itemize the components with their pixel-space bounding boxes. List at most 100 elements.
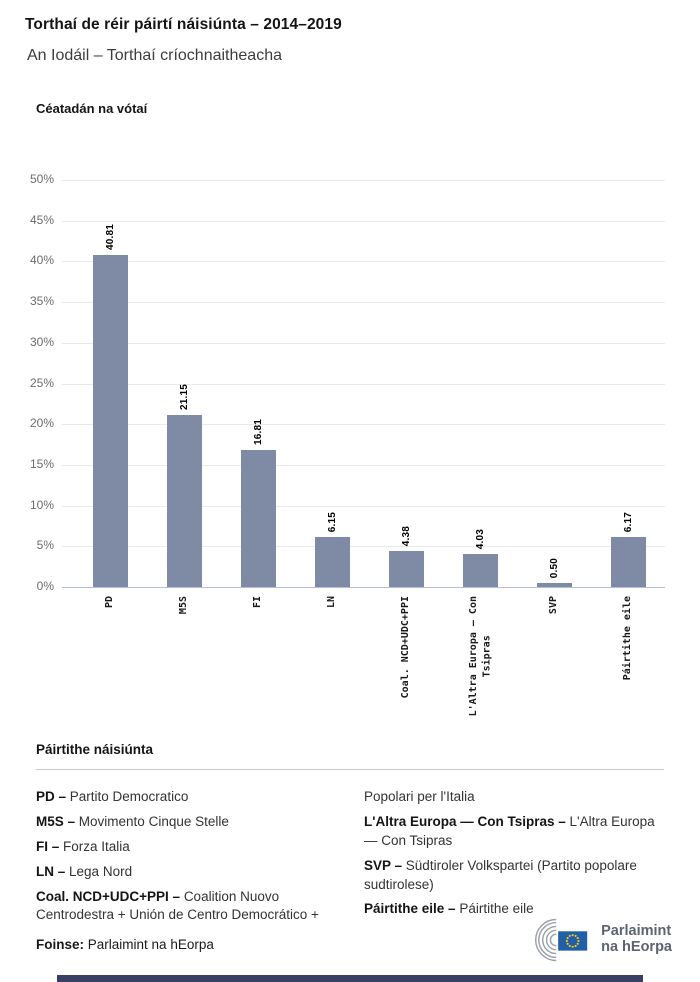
legend-item-abbr: M5S –: [36, 813, 76, 829]
y-axis-tick-label: 40%: [29, 253, 54, 268]
gridline: [62, 261, 665, 263]
gridline: [62, 383, 665, 385]
bar-value-text: 21.15: [178, 383, 190, 410]
legend-item-fullname: Coalition Nuovo Centrodestra + Unión de …: [36, 888, 319, 923]
bar-value-label: 6.17: [608, 512, 648, 532]
bar: [314, 536, 350, 587]
x-axis-category-label: M5S: [144, 596, 224, 614]
x-axis-category-text: M5S: [178, 596, 190, 615]
bar: [240, 450, 276, 587]
source-text: Parlaimint na hEorpa: [87, 937, 214, 952]
bar-value-label: 21.15: [164, 384, 204, 410]
page-title: Torthaí de réir páirtí náisiúnta – 2014–…: [25, 16, 342, 33]
source-line: Foinse: Parlaimint na hEorpa: [36, 937, 214, 962]
legend-item-fullname: Südtiroler Volkspartei (Partito popolare…: [364, 857, 637, 892]
gridline: [62, 587, 665, 588]
bar-value-label: 6.15: [312, 512, 352, 532]
x-axis-category-text: FI: [252, 596, 264, 609]
legend-item-abbr: SVP –: [364, 857, 403, 873]
source-label: Foinse:: [36, 937, 85, 952]
x-axis-category-label: SVP: [514, 596, 594, 614]
legend-item: L'Altra Europa — Con Tsipras – L'Altra E…: [364, 813, 664, 851]
x-axis-category-text: Coal. NCD+UDC+PPI: [400, 596, 412, 699]
legend-item-fullname: Lega Nord: [69, 863, 133, 879]
legend-item-abbr: Coal. NCD+UDC+PPI –: [36, 888, 181, 904]
legend-columns: PD – Partito Democratico M5S – Movimento …: [36, 788, 664, 931]
bar-value-label: 40.81: [90, 224, 130, 250]
legend-item-fullname: Popolari per l'Italia: [364, 789, 475, 804]
x-axis-category-label: FI: [218, 596, 298, 608]
x-axis-category-text: Páirtithe eile: [622, 596, 634, 681]
x-axis-category-text: SVP: [548, 596, 560, 615]
gridline: [62, 220, 665, 222]
legend-item-abbr: PD –: [36, 789, 67, 804]
legend-column-left: PD – Partito Democratico M5S – Movimento …: [36, 788, 336, 931]
legend-item: Coal. NCD+UDC+PPI – Coalition Nuovo Cent…: [36, 888, 336, 926]
gridline: [62, 302, 665, 304]
gridline: [62, 180, 665, 181]
eu-flag-icon: [558, 931, 588, 951]
legend-item: M5S – Movimento Cinque Stelle: [36, 813, 336, 832]
logo-text-line1: Parlaimint: [601, 923, 672, 940]
legend-section: Páirtithe náisiúnta PD – Partito Democra…: [36, 742, 664, 931]
legend-item: SVP – Südtiroler Volkspartei (Partito po…: [364, 857, 664, 895]
bar: [462, 554, 498, 587]
x-axis-category-label: LN: [292, 596, 372, 608]
y-axis-tick-label: 15%: [29, 456, 54, 471]
footer: Foinse: Parlaimint na hEorpa: [0, 918, 700, 962]
bar: [610, 536, 646, 587]
gridline: [62, 342, 665, 344]
y-axis-tick-label: 5%: [36, 538, 54, 553]
bar-value-text: 40.81: [104, 223, 116, 250]
ep-hemicycle-icon: [535, 918, 588, 962]
bar-value-text: 6.15: [326, 511, 338, 532]
logo-text-line2: na hEorpa: [601, 939, 672, 955]
legend-item-fullname: Páirtithe eile: [459, 901, 534, 917]
gridline: [62, 424, 665, 426]
bar-value-text: 4.03: [474, 528, 486, 550]
bar-value-label: 0.50: [534, 558, 574, 578]
legend-item: PD – Partito Democratico: [36, 788, 336, 807]
y-axis-tick-label: 20%: [29, 416, 54, 431]
y-axis-tick-label: 35%: [29, 294, 54, 309]
legend-item-fullname: Forza Italia: [63, 838, 130, 854]
bar: [92, 254, 128, 587]
bar: [388, 551, 424, 587]
logo-text: Parlaimint na hEorpa: [601, 923, 672, 956]
chart-heading: Céatadán na vótaí: [36, 101, 148, 116]
legend-title: Páirtithe náisiúnta: [36, 742, 664, 770]
legend-item-abbr: Páirtithe eile –: [364, 901, 456, 917]
bar-value-text: 4.38: [400, 526, 412, 547]
gridline: [62, 546, 665, 548]
bar-value-label: 4.03: [460, 529, 500, 549]
legend-item-abbr: L'Altra Europa — Con Tsipras –: [364, 813, 566, 829]
y-axis-tick-label: 30%: [29, 334, 54, 349]
page-subtitle: An Iodáil – Torthaí críochnaitheacha: [27, 47, 282, 64]
x-axis-category-label: Páirtithe eile: [588, 596, 668, 680]
legend-item-fullname: Movimento Cinque Stelle: [78, 813, 229, 829]
legend-item-fullname: L'Altra Europa — Con Tsipras: [364, 813, 655, 848]
y-axis-tick-label: 10%: [29, 497, 54, 512]
y-axis-tick-label: 0%: [36, 579, 54, 593]
bar: [166, 414, 202, 587]
chart-area: 40.81 21.15 16.81 6.15 4.38 4.03 0.50 6.17 0% 5%…: [0, 116, 700, 716]
legend-item: FI – Forza Italia: [36, 838, 336, 857]
legend-item-abbr: FI –: [36, 838, 60, 854]
x-axis-category-label: Coal. NCD+UDC+PPI: [366, 596, 446, 698]
y-axis-tick-label: 45%: [29, 212, 54, 227]
y-axis-tick-label: 50%: [29, 172, 54, 186]
bar-value-label: 4.38: [386, 526, 426, 546]
bar-value-label: 16.81: [238, 419, 278, 445]
x-axis-category-text: PD: [104, 596, 116, 609]
x-axis-category-text: LN: [326, 596, 338, 609]
legend-item: Popolari per l'Italia: [364, 788, 664, 807]
x-axis-category-label: L'Altra Europa — Con Tsipras: [440, 596, 520, 716]
legend-item: LN – Lega Nord: [36, 863, 336, 882]
legend-item-abbr: LN –: [36, 863, 66, 879]
gridline: [62, 505, 665, 507]
gridline: [62, 464, 665, 466]
bar-value-text: 16.81: [252, 419, 264, 446]
bar-value-text: 0.50: [548, 557, 560, 578]
legend-item: Páirtithe eile – Páirtithe eile: [364, 900, 664, 919]
